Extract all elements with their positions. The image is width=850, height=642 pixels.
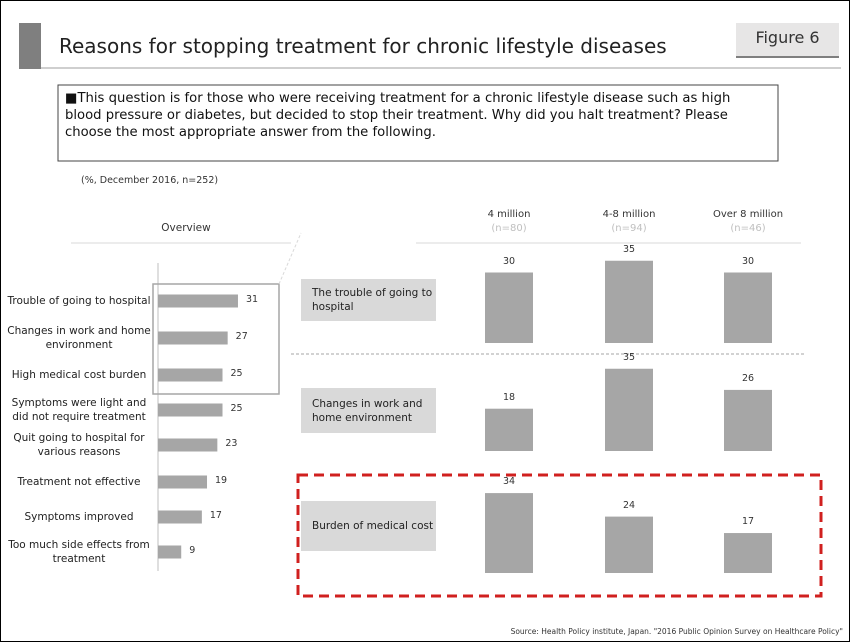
group-label: Over 8 million: [712, 209, 784, 220]
bar: [158, 545, 182, 559]
value-label: 9: [189, 545, 196, 556]
value-label: 25: [230, 403, 243, 414]
value-label: 26: [741, 372, 755, 384]
category-label: Symptoms improved: [24, 511, 134, 523]
value-label: 27: [235, 331, 248, 342]
category-label: High medical cost burden: [11, 369, 147, 381]
group-label: 4 million: [487, 209, 531, 220]
bar: [158, 331, 228, 345]
category-label: Trouble of going to hospital: [7, 295, 151, 307]
panel-label: The trouble of going to hospital: [312, 287, 433, 313]
value-label: 24: [622, 499, 636, 511]
figure-box: [736, 23, 839, 56]
value-label: 30: [741, 255, 755, 267]
bar: [158, 438, 218, 452]
value-label: 18: [502, 391, 516, 403]
value-label: 35: [622, 351, 636, 363]
title: Reasons for stopping treatment for chron…: [59, 34, 667, 58]
group-label: 4-8 million: [602, 209, 656, 220]
question: ■This question is for those who were rec…: [65, 91, 731, 140]
category-label: Treatment not effective: [17, 476, 141, 488]
value-label: 30: [502, 255, 516, 267]
chart-title: Overview: [161, 222, 211, 234]
bar: [724, 533, 772, 573]
figure-label: Figure 6: [755, 28, 820, 47]
bar: [485, 272, 533, 343]
source: Source: Health Policy institute, Japan. …: [510, 627, 843, 636]
panel-label-box: [301, 279, 436, 321]
bar: [724, 389, 772, 451]
value-label: 19: [215, 475, 228, 486]
category-label: Symptoms were light and did not require …: [11, 397, 147, 423]
value-label: 23: [225, 438, 238, 449]
question-box: [57, 84, 779, 162]
group-n: (n=80): [491, 223, 527, 234]
group-n: (n=46): [730, 223, 766, 234]
value-label: 17: [741, 516, 755, 528]
category-label: Too much side effects from treatment: [8, 539, 150, 565]
emphasis-box: [296, 473, 823, 598]
value-label: 25: [230, 368, 243, 379]
bar: [485, 493, 533, 573]
value-label: 31: [245, 294, 259, 305]
category-label: Quit going to hospital for various reaso…: [13, 432, 145, 458]
value-label: 17: [209, 510, 222, 521]
bar: [605, 368, 653, 451]
bar: [158, 475, 208, 489]
highlight-box: [152, 283, 280, 395]
bar: [605, 260, 653, 343]
bar: [158, 294, 238, 308]
bar: [605, 516, 653, 573]
panel-label: Changes in work and home environment: [312, 397, 423, 424]
bar: [158, 510, 202, 524]
value-label: 34: [502, 476, 516, 488]
group-n: (n=94): [611, 223, 647, 234]
bar: [724, 272, 772, 343]
category-label: Changes in work and home environment: [7, 325, 151, 351]
zoom-line: [278, 232, 302, 285]
note: (%, December 2016, n=252): [81, 175, 219, 186]
title-accent: [19, 23, 41, 69]
panel-label: Burden of medical cost: [312, 520, 434, 532]
panel-label-box: [301, 388, 436, 433]
panel-label-box: [301, 501, 436, 551]
bar: [158, 403, 223, 417]
bar: [158, 368, 223, 382]
bar: [485, 408, 533, 451]
value-label: 35: [622, 243, 636, 255]
